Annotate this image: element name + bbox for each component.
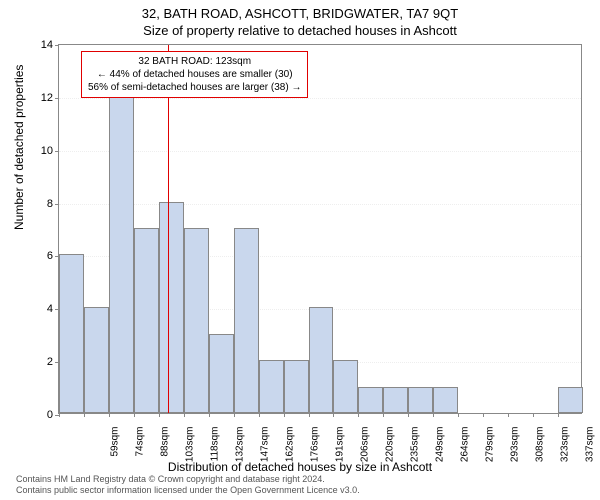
footer-line-1: Contains HM Land Registry data © Crown c… bbox=[16, 474, 360, 485]
gridline bbox=[59, 151, 581, 152]
annotation-line: 56% of semi-detached houses are larger (… bbox=[88, 81, 301, 94]
x-tick-mark bbox=[533, 413, 534, 417]
histogram-bar bbox=[408, 387, 433, 413]
y-tick-label: 14 bbox=[13, 39, 53, 51]
x-tick-mark bbox=[333, 413, 334, 417]
histogram-bar bbox=[309, 307, 334, 413]
footer: Contains HM Land Registry data © Crown c… bbox=[16, 474, 360, 496]
y-tick-mark bbox=[55, 45, 59, 46]
x-tick-mark bbox=[383, 413, 384, 417]
histogram-bar bbox=[433, 387, 458, 413]
x-axis-label: Distribution of detached houses by size … bbox=[0, 460, 600, 474]
annotation-line: ← 44% of detached houses are smaller (30… bbox=[88, 68, 301, 81]
footer-line-2: Contains public sector information licen… bbox=[16, 485, 360, 496]
x-tick-mark bbox=[458, 413, 459, 417]
page-subtitle: Size of property relative to detached ho… bbox=[0, 21, 600, 38]
histogram-bar bbox=[109, 96, 134, 413]
x-tick-mark bbox=[309, 413, 310, 417]
histogram-bar bbox=[383, 387, 408, 413]
histogram-bar bbox=[209, 334, 234, 413]
x-tick-mark bbox=[184, 413, 185, 417]
histogram-bar bbox=[333, 360, 358, 413]
x-tick-mark bbox=[433, 413, 434, 417]
histogram-bar bbox=[259, 360, 284, 413]
x-tick-mark bbox=[209, 413, 210, 417]
x-tick-mark bbox=[408, 413, 409, 417]
histogram-bar bbox=[59, 254, 84, 413]
histogram-bar bbox=[558, 387, 583, 413]
y-tick-label: 12 bbox=[13, 92, 53, 104]
y-tick-label: 10 bbox=[13, 145, 53, 157]
x-tick-mark bbox=[284, 413, 285, 417]
x-tick-mark bbox=[558, 413, 559, 417]
plot-area: 0246810121459sqm74sqm88sqm103sqm118sqm13… bbox=[58, 44, 582, 414]
histogram-bar bbox=[184, 228, 209, 413]
gridline bbox=[59, 204, 581, 205]
page-title: 32, BATH ROAD, ASHCOTT, BRIDGWATER, TA7 … bbox=[0, 0, 600, 21]
histogram-bar bbox=[234, 228, 259, 413]
x-tick-mark bbox=[234, 413, 235, 417]
x-tick-mark bbox=[483, 413, 484, 417]
x-tick-mark bbox=[84, 413, 85, 417]
histogram-bar bbox=[159, 202, 184, 413]
y-tick-mark bbox=[55, 204, 59, 205]
x-tick-mark bbox=[59, 413, 60, 417]
histogram-bar bbox=[84, 307, 109, 413]
histogram-bar bbox=[134, 228, 159, 413]
y-tick-label: 0 bbox=[13, 409, 53, 421]
histogram-bar bbox=[284, 360, 309, 413]
plot-outer: 0246810121459sqm74sqm88sqm103sqm118sqm13… bbox=[58, 44, 582, 414]
y-tick-label: 8 bbox=[13, 198, 53, 210]
x-tick-mark bbox=[134, 413, 135, 417]
x-tick-mark bbox=[259, 413, 260, 417]
y-tick-label: 2 bbox=[13, 356, 53, 368]
chart-container: 32, BATH ROAD, ASHCOTT, BRIDGWATER, TA7 … bbox=[0, 0, 600, 500]
annotation-line: 32 BATH ROAD: 123sqm bbox=[88, 55, 301, 68]
y-tick-label: 6 bbox=[13, 250, 53, 262]
y-tick-label: 4 bbox=[13, 303, 53, 315]
y-tick-mark bbox=[55, 98, 59, 99]
x-tick-mark bbox=[358, 413, 359, 417]
histogram-bar bbox=[358, 387, 383, 413]
annotation-box: 32 BATH ROAD: 123sqm← 44% of detached ho… bbox=[81, 51, 308, 98]
y-tick-mark bbox=[55, 151, 59, 152]
marker-line bbox=[168, 45, 169, 413]
x-tick-mark bbox=[109, 413, 110, 417]
x-tick-mark bbox=[508, 413, 509, 417]
x-tick-mark bbox=[159, 413, 160, 417]
